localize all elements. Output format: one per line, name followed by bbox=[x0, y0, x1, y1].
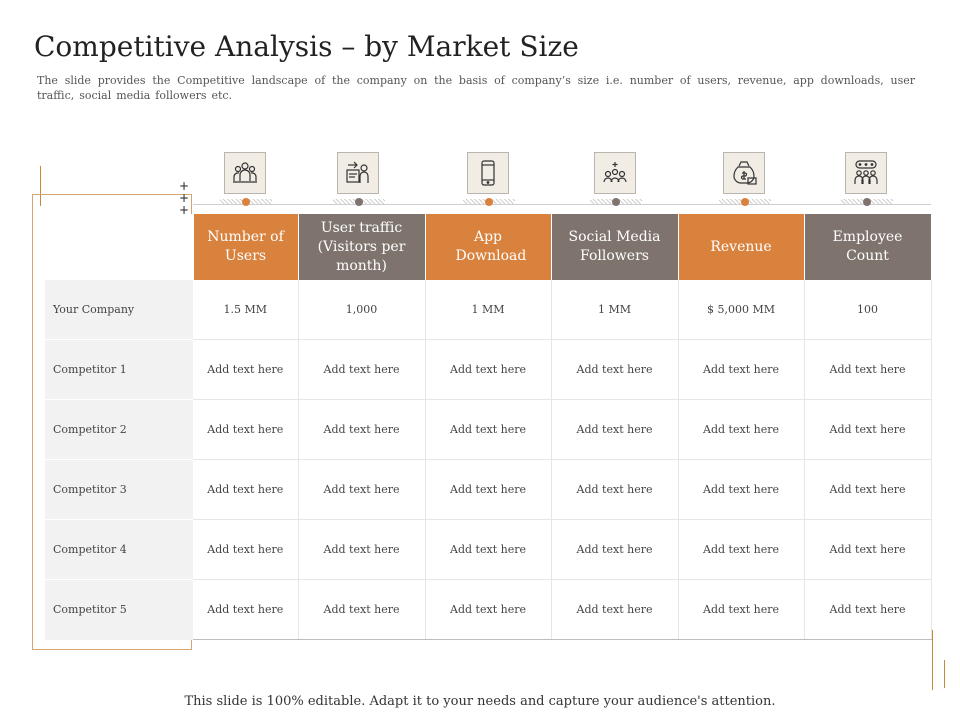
header-employee-count: Employee Count bbox=[804, 214, 932, 280]
table-cell: Add text here bbox=[298, 339, 426, 400]
column-icon-3 bbox=[463, 152, 515, 208]
row-label: Your Company bbox=[45, 280, 193, 340]
table-cell: Add text here bbox=[298, 399, 426, 460]
row-label: Competitor 1 bbox=[45, 339, 193, 400]
table-cell: Add text here bbox=[425, 459, 552, 520]
table-cell: 1 MM bbox=[425, 280, 552, 340]
table-cell: 1 MM bbox=[551, 280, 679, 340]
table-row: Competitor 5 Add text here Add text here… bbox=[45, 579, 932, 640]
table-cell: Add text here bbox=[678, 519, 805, 580]
users-group-icon bbox=[224, 152, 266, 194]
table-cell: $ 5,000 MM bbox=[678, 280, 805, 340]
table-cell: 1,000 bbox=[298, 280, 426, 340]
table-cell: Add text here bbox=[193, 339, 299, 400]
column-icon-1 bbox=[220, 152, 272, 208]
table-cell: Add text here bbox=[551, 459, 679, 520]
table-cell: Add text here bbox=[678, 399, 805, 460]
timeline-dot bbox=[863, 198, 871, 206]
team-meeting-icon bbox=[845, 152, 887, 194]
table-cell: Add text here bbox=[193, 519, 299, 580]
table-cell: Add text here bbox=[425, 339, 552, 400]
table-row: Competitor 2 Add text here Add text here… bbox=[45, 399, 932, 460]
slide-footer-note: This slide is 100% editable. Adapt it to… bbox=[184, 694, 776, 709]
row-label: Competitor 2 bbox=[45, 399, 193, 460]
table-row: Competitor 1 Add text here Add text here… bbox=[45, 339, 932, 400]
decorative-accent-line bbox=[40, 166, 41, 206]
slide-subtitle: The slide provides the Competitive lands… bbox=[37, 74, 915, 102]
table-row: Competitor 4 Add text here Add text here… bbox=[45, 519, 932, 580]
column-icon-4 bbox=[590, 152, 642, 208]
header-app-download: App Download bbox=[425, 214, 552, 280]
table-cell: Add text here bbox=[678, 459, 805, 520]
header-number-of-users: Number of Users bbox=[193, 214, 299, 280]
table-cell: Add text here bbox=[425, 579, 552, 640]
table-cell: Add text here bbox=[193, 459, 299, 520]
table-cell: Add text here bbox=[804, 519, 932, 580]
table-cell: 100 bbox=[804, 280, 932, 340]
header-social-media-followers: Social Media Followers bbox=[551, 214, 679, 280]
header-revenue: Revenue bbox=[678, 214, 805, 280]
table-cell: Add text here bbox=[298, 459, 426, 520]
row-label: Competitor 4 bbox=[45, 519, 193, 580]
social-network-icon bbox=[594, 152, 636, 194]
row-label: Competitor 5 bbox=[45, 579, 193, 640]
table-cell: Add text here bbox=[804, 579, 932, 640]
table-cell: Add text here bbox=[193, 579, 299, 640]
decorative-accent-line-right-2 bbox=[944, 660, 945, 688]
table-cell: Add text here bbox=[551, 339, 679, 400]
table-cell: Add text here bbox=[804, 399, 932, 460]
table-cell: Add text here bbox=[804, 339, 932, 400]
competitive-analysis-table: Company Name Number of Users User traffi… bbox=[45, 214, 932, 640]
table-cell: Add text here bbox=[425, 399, 552, 460]
column-icon-6 bbox=[841, 152, 893, 208]
slide-title: Competitive Analysis – by Market Size bbox=[34, 30, 579, 63]
column-icon-5 bbox=[719, 152, 771, 208]
header-user-traffic: User traffic (Visitors per month) bbox=[298, 214, 426, 280]
timeline-dot bbox=[612, 198, 620, 206]
visitor-traffic-icon bbox=[337, 152, 379, 194]
table-cell: Add text here bbox=[804, 459, 932, 520]
table-cell: Add text here bbox=[678, 579, 805, 640]
table-cell: Add text here bbox=[298, 579, 426, 640]
table-cell: Add text here bbox=[298, 519, 426, 580]
timeline-dot bbox=[485, 198, 493, 206]
timeline-dot bbox=[242, 198, 250, 206]
table-cell: Add text here bbox=[193, 399, 299, 460]
table-cell: Add text here bbox=[551, 579, 679, 640]
header-company-name: Company Name bbox=[45, 214, 194, 280]
column-icon-2 bbox=[333, 152, 385, 208]
decorative-accent-line-right-1 bbox=[932, 630, 933, 690]
icon-timeline-line bbox=[193, 204, 931, 205]
table-row: Competitor 3 Add text here Add text here… bbox=[45, 459, 932, 520]
row-label: Competitor 3 bbox=[45, 459, 193, 520]
table-cell: Add text here bbox=[551, 519, 679, 580]
timeline-dot bbox=[355, 198, 363, 206]
smartphone-icon bbox=[467, 152, 509, 194]
table-row: Your Company 1.5 MM 1,000 1 MM 1 MM $ 5,… bbox=[45, 280, 932, 340]
table-cell: Add text here bbox=[425, 519, 552, 580]
table-cell: 1.5 MM bbox=[193, 280, 299, 340]
money-bag-icon bbox=[723, 152, 765, 194]
table-header-row: Company Name Number of Users User traffi… bbox=[45, 214, 932, 280]
timeline-dot bbox=[741, 198, 749, 206]
table-cell: Add text here bbox=[551, 399, 679, 460]
table-cell: Add text here bbox=[678, 339, 805, 400]
